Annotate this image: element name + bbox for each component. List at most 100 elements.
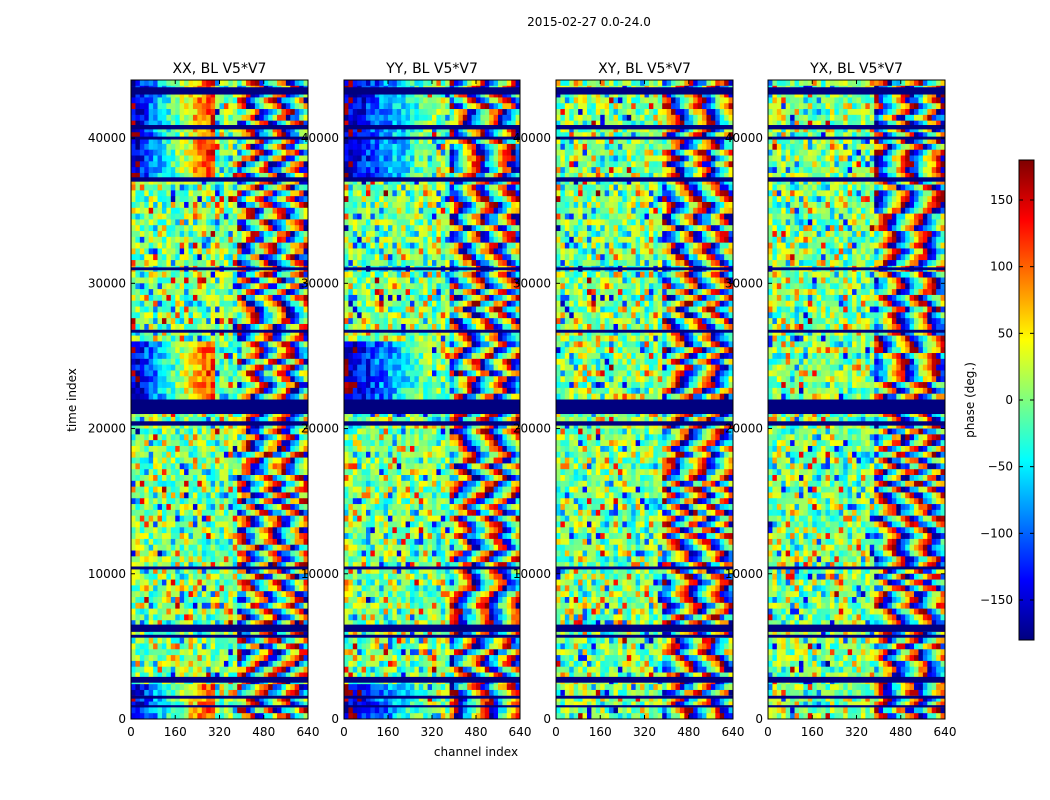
heatmap-cell <box>259 684 264 690</box>
heatmap-cell <box>175 527 180 533</box>
heatmap-cell <box>215 638 220 644</box>
heatmap-cell <box>498 103 503 109</box>
heatmap-cell <box>140 341 145 347</box>
heatmap-cell <box>202 196 207 202</box>
heatmap-cell <box>197 295 202 301</box>
heatmap-cell <box>158 481 163 487</box>
heatmap-cell <box>295 597 300 603</box>
heatmap-cell <box>206 545 211 551</box>
heatmap-cell <box>295 115 300 121</box>
heatmap-cell <box>290 376 295 382</box>
heatmap-cell <box>153 208 158 214</box>
heatmap-cell <box>149 202 154 208</box>
heatmap-cell <box>131 551 136 557</box>
heatmap-cell <box>246 144 251 150</box>
heatmap-cell <box>175 324 180 330</box>
heatmap-cell <box>211 80 216 86</box>
heatmap-cell <box>273 214 278 220</box>
heatmap-cell <box>224 580 229 586</box>
heatmap-cell <box>295 469 300 475</box>
heatmap-cell <box>233 458 238 464</box>
heatmap-cell <box>215 533 220 539</box>
heatmap-cell <box>153 510 158 516</box>
heatmap-cell <box>228 585 233 591</box>
heatmap-cell <box>299 301 304 307</box>
heatmap-cell <box>250 545 255 551</box>
heatmap-cell <box>277 649 282 655</box>
heatmap-cell <box>255 469 260 475</box>
heatmap-cell <box>144 283 149 289</box>
heatmap-cell <box>277 516 282 522</box>
heatmap-cell <box>273 80 278 86</box>
heatmap-cell <box>135 161 140 167</box>
heatmap-cell <box>162 614 167 620</box>
heatmap-cell <box>202 458 207 464</box>
heatmap-cell <box>255 463 260 469</box>
heatmap-cell <box>228 202 233 208</box>
heatmap-cell <box>237 614 242 620</box>
heatmap-cell <box>348 156 353 162</box>
heatmap-cell <box>224 551 229 557</box>
heatmap-cell <box>224 446 229 452</box>
heatmap-cell <box>171 516 176 522</box>
heatmap-cell <box>299 481 304 487</box>
heatmap-cell <box>264 225 269 231</box>
heatmap-cell <box>184 487 189 493</box>
heatmap-cell <box>233 388 238 394</box>
heatmap-cell <box>175 504 180 510</box>
heatmap-cell <box>149 301 154 307</box>
heatmap-cell <box>281 301 286 307</box>
heatmap-cell <box>290 150 295 156</box>
heatmap-cell <box>392 97 397 103</box>
heatmap-cell <box>299 382 304 388</box>
heatmap-cell <box>162 649 167 655</box>
heatmap-cell <box>242 225 247 231</box>
heatmap-cell <box>250 161 255 167</box>
heatmap-cell <box>224 429 229 435</box>
heatmap-cell <box>259 161 264 167</box>
heatmap-cell <box>228 359 233 365</box>
heatmap-cell <box>246 318 251 324</box>
heatmap-cell <box>233 109 238 115</box>
heatmap-cell <box>171 545 176 551</box>
heatmap-cell <box>193 231 198 237</box>
heatmap-cell <box>299 208 304 214</box>
heatmap-cell <box>206 289 211 295</box>
heatmap-cell <box>158 539 163 545</box>
heatmap-cell <box>485 109 490 115</box>
heatmap-cell <box>215 219 220 225</box>
heatmap-cell <box>476 80 481 86</box>
heatmap-cell <box>153 336 158 342</box>
heatmap-cell <box>189 196 194 202</box>
heatmap-cell <box>149 707 154 713</box>
heatmap-cell <box>153 545 158 551</box>
heatmap-cell <box>494 144 499 150</box>
heatmap-cell <box>193 521 198 527</box>
heatmap-cell <box>131 545 136 551</box>
heatmap-cell <box>135 347 140 353</box>
heatmap-cell <box>175 475 180 481</box>
heatmap-cell <box>353 80 358 86</box>
heatmap-cell <box>211 196 216 202</box>
heatmap-cell <box>140 254 145 260</box>
heatmap-cell <box>162 283 167 289</box>
heatmap-cell <box>206 336 211 342</box>
heatmap-cell <box>211 429 216 435</box>
heatmap-cell <box>153 574 158 580</box>
heatmap-cell <box>189 556 194 562</box>
heatmap-cell <box>255 382 260 388</box>
heatmap-cell <box>144 585 149 591</box>
heatmap-cell <box>140 585 145 591</box>
heatmap-cell <box>220 185 225 191</box>
heatmap-cell <box>255 347 260 353</box>
heatmap-cell <box>166 318 171 324</box>
heatmap-cell <box>215 185 220 191</box>
heatmap-cell <box>268 237 273 243</box>
heatmap-cell <box>281 103 286 109</box>
heatmap-cell <box>441 103 446 109</box>
heatmap-cell <box>255 115 260 121</box>
heatmap-cell <box>135 556 140 562</box>
heatmap-cell <box>281 336 286 342</box>
heatmap-cell <box>458 144 463 150</box>
heatmap-cell <box>220 231 225 237</box>
